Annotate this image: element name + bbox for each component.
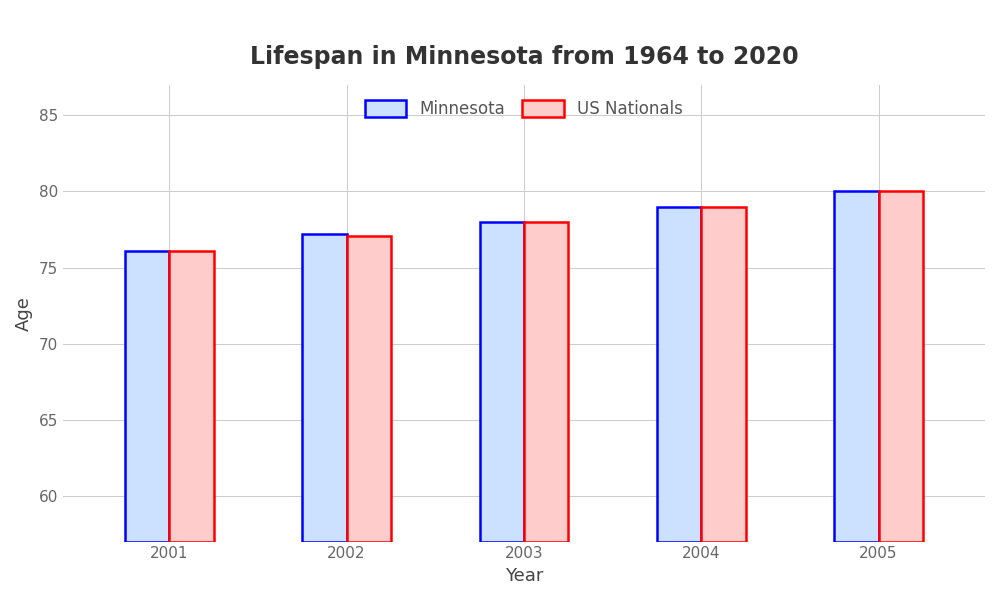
Bar: [125, 251, 169, 542]
X-axis label: Year: Year: [505, 567, 543, 585]
Bar: [169, 251, 214, 542]
Bar: [701, 206, 746, 542]
Bar: [834, 191, 879, 542]
Bar: [480, 222, 524, 542]
Bar: [347, 236, 391, 542]
Bar: [302, 234, 347, 542]
Bar: [879, 191, 923, 542]
Legend: Minnesota, US Nationals: Minnesota, US Nationals: [358, 93, 690, 125]
Title: Lifespan in Minnesota from 1964 to 2020: Lifespan in Minnesota from 1964 to 2020: [250, 45, 798, 69]
Bar: [657, 206, 701, 542]
Bar: [524, 222, 568, 542]
Y-axis label: Age: Age: [15, 296, 33, 331]
